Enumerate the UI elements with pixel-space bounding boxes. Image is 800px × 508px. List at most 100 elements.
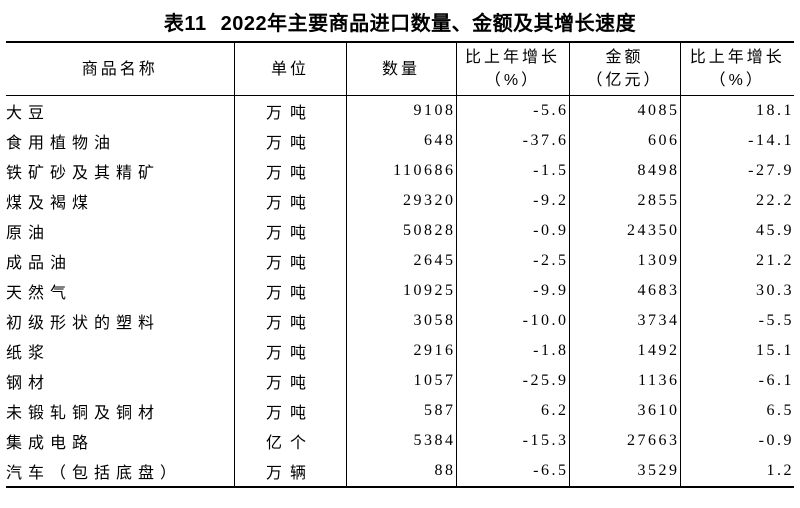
amount-growth-cell: 21.2: [679, 246, 794, 276]
quantity-growth-cell: -10.0: [455, 306, 569, 336]
quantity-growth-cell: -5.6: [455, 95, 569, 126]
amount-growth-cell: -14.1: [679, 126, 794, 156]
import-commodities-table: 商品名称 单位 数量 比上年增长 （%） 金额 （亿元）: [6, 41, 794, 488]
commodity-name-cell: 纸浆: [6, 345, 51, 362]
commodity-name-cell: 铁矿砂及其精矿: [6, 165, 161, 182]
unit-cell: 万吨: [233, 246, 346, 276]
quantity-cell: 29320: [345, 186, 456, 216]
commodity-name-cell: 食用植物油: [6, 135, 117, 152]
amount-cell: 1136: [568, 366, 680, 396]
amount-cell: 606: [568, 126, 680, 156]
table-row: 大豆 万吨 9108 -5.6 4085 18.1: [6, 95, 794, 126]
table-row: 钢材 万吨 1057 -25.9 1136 -6.1: [6, 366, 794, 396]
commodity-name-cell: 煤及褐煤: [6, 195, 95, 212]
amount-growth-cell: -0.9: [679, 426, 794, 456]
amount-cell: 3610: [568, 396, 680, 426]
quantity-cell: 10925: [345, 276, 456, 306]
commodity-name-cell: 集成电路: [6, 435, 95, 452]
unit-cell: 万吨: [233, 336, 346, 366]
quantity-growth-cell: -1.5: [455, 156, 569, 186]
col-header-line1: 商品名称: [81, 60, 158, 78]
quantity-cell: 5384: [345, 426, 456, 456]
amount-growth-cell: 15.1: [679, 336, 794, 366]
unit-cell: 万吨: [233, 306, 346, 336]
page-title: 表11 2022年主要商品进口数量、金额及其增长速度: [0, 7, 800, 36]
amount-cell: 8498: [568, 156, 680, 186]
unit-cell: 万吨: [233, 186, 346, 216]
amount-growth-cell: -27.9: [679, 156, 794, 186]
quantity-growth-cell: -6.5: [455, 456, 569, 487]
quantity-cell: 587: [345, 396, 456, 426]
col-header-line1: 比上年增长: [464, 49, 560, 66]
amount-growth-cell: 18.1: [679, 95, 794, 126]
col-header-quantity-growth: 比上年增长 （%）: [455, 42, 569, 96]
quantity-growth-cell: -37.6: [455, 126, 569, 156]
table-row: 未锻轧铜及铜材 万吨 587 6.2 3610 6.5: [6, 396, 794, 426]
unit-cell: 万吨: [233, 216, 346, 246]
quantity-growth-cell: -9.9: [455, 276, 569, 306]
table-row: 汽车（包括底盘） 万辆 88 -6.5 3529 1.2: [6, 456, 794, 487]
col-header-commodity-name: 商品名称: [6, 42, 234, 96]
amount-cell: 3529: [568, 456, 680, 487]
unit-cell: 万吨: [233, 276, 346, 306]
col-header-line2: （%）: [484, 72, 541, 89]
col-header-amount-growth: 比上年增长 （%）: [679, 42, 794, 96]
quantity-cell: 3058: [345, 306, 456, 336]
amount-cell: 1309: [568, 246, 680, 276]
col-header-line1: 比上年增长: [689, 49, 785, 66]
table-row: 集成电路 亿个 5384 -15.3 27663 -0.9: [6, 426, 794, 456]
table-row: 成品油 万吨 2645 -2.5 1309 21.2: [6, 246, 794, 276]
col-header-line2: （%）: [709, 72, 765, 89]
quantity-growth-cell: 6.2: [455, 396, 569, 426]
amount-cell: 4085: [568, 95, 680, 126]
quantity-growth-cell: -1.8: [455, 336, 569, 366]
quantity-cell: 50828: [345, 216, 456, 246]
commodity-name-cell: 成品油: [6, 255, 73, 272]
commodity-name-cell: 天然气: [6, 285, 73, 302]
table-row: 纸浆 万吨 2916 -1.8 1492 15.1: [6, 336, 794, 366]
commodity-name-cell: 汽车（包括底盘）: [6, 465, 183, 482]
unit-cell: 万吨: [233, 396, 346, 426]
table-row: 初级形状的塑料 万吨 3058 -10.0 3734 -5.5: [6, 306, 794, 336]
col-header-line2: （亿元）: [586, 72, 663, 89]
amount-cell: 24350: [568, 216, 680, 246]
commodity-name-cell: 未锻轧铜及铜材: [6, 405, 161, 422]
table-body: 大豆 万吨 9108 -5.6 4085 18.1 食用植物油 万吨 648 -37.6 606 -1…: [6, 95, 794, 487]
table-row: 煤及褐煤 万吨 29320 -9.2 2855 22.2: [6, 186, 794, 216]
quantity-cell: 2645: [345, 246, 456, 276]
quantity-cell: 2916: [345, 336, 456, 366]
commodity-name-cell: 初级形状的塑料: [6, 315, 161, 332]
table-row: 原油 万吨 50828 -0.9 24350 45.9: [6, 216, 794, 246]
amount-growth-cell: 6.5: [679, 396, 794, 426]
unit-cell: 万吨: [233, 126, 346, 156]
quantity-growth-cell: -9.2: [455, 186, 569, 216]
amount-growth-cell: 1.2: [679, 456, 794, 487]
quantity-cell: 648: [345, 126, 456, 156]
quantity-cell: 88: [345, 456, 456, 487]
quantity-cell: 110686: [345, 156, 456, 186]
unit-cell: 亿个: [233, 426, 346, 456]
table-row: 食用植物油 万吨 648 -37.6 606 -14.1: [6, 126, 794, 156]
col-header-amount: 金额 （亿元）: [568, 42, 680, 96]
table-header: 商品名称 单位 数量 比上年增长 （%） 金额 （亿元）: [6, 42, 794, 96]
amount-growth-cell: -6.1: [679, 366, 794, 396]
amount-growth-cell: 45.9: [679, 216, 794, 246]
amount-cell: 3734: [568, 306, 680, 336]
quantity-cell: 1057: [345, 366, 456, 396]
quantity-growth-cell: -15.3: [455, 426, 569, 456]
amount-growth-cell: 22.2: [679, 186, 794, 216]
quantity-cell: 9108: [345, 95, 456, 126]
quantity-growth-cell: -25.9: [455, 366, 569, 396]
col-header-unit: 单位: [233, 42, 346, 96]
quantity-growth-cell: -0.9: [455, 216, 569, 246]
col-header-line1: 数量: [381, 60, 420, 78]
table-title-text: 2022年主要商品进口数量、金额及其增长速度: [220, 13, 637, 35]
amount-growth-cell: 30.3: [679, 276, 794, 306]
unit-cell: 万吨: [233, 366, 346, 396]
unit-cell: 万吨: [233, 95, 346, 126]
col-header-quantity: 数量: [345, 42, 456, 96]
amount-cell: 1492: [568, 336, 680, 366]
commodity-name-cell: 大豆: [6, 105, 51, 122]
header-row: 商品名称 单位 数量 比上年增长 （%） 金额 （亿元）: [6, 42, 794, 96]
